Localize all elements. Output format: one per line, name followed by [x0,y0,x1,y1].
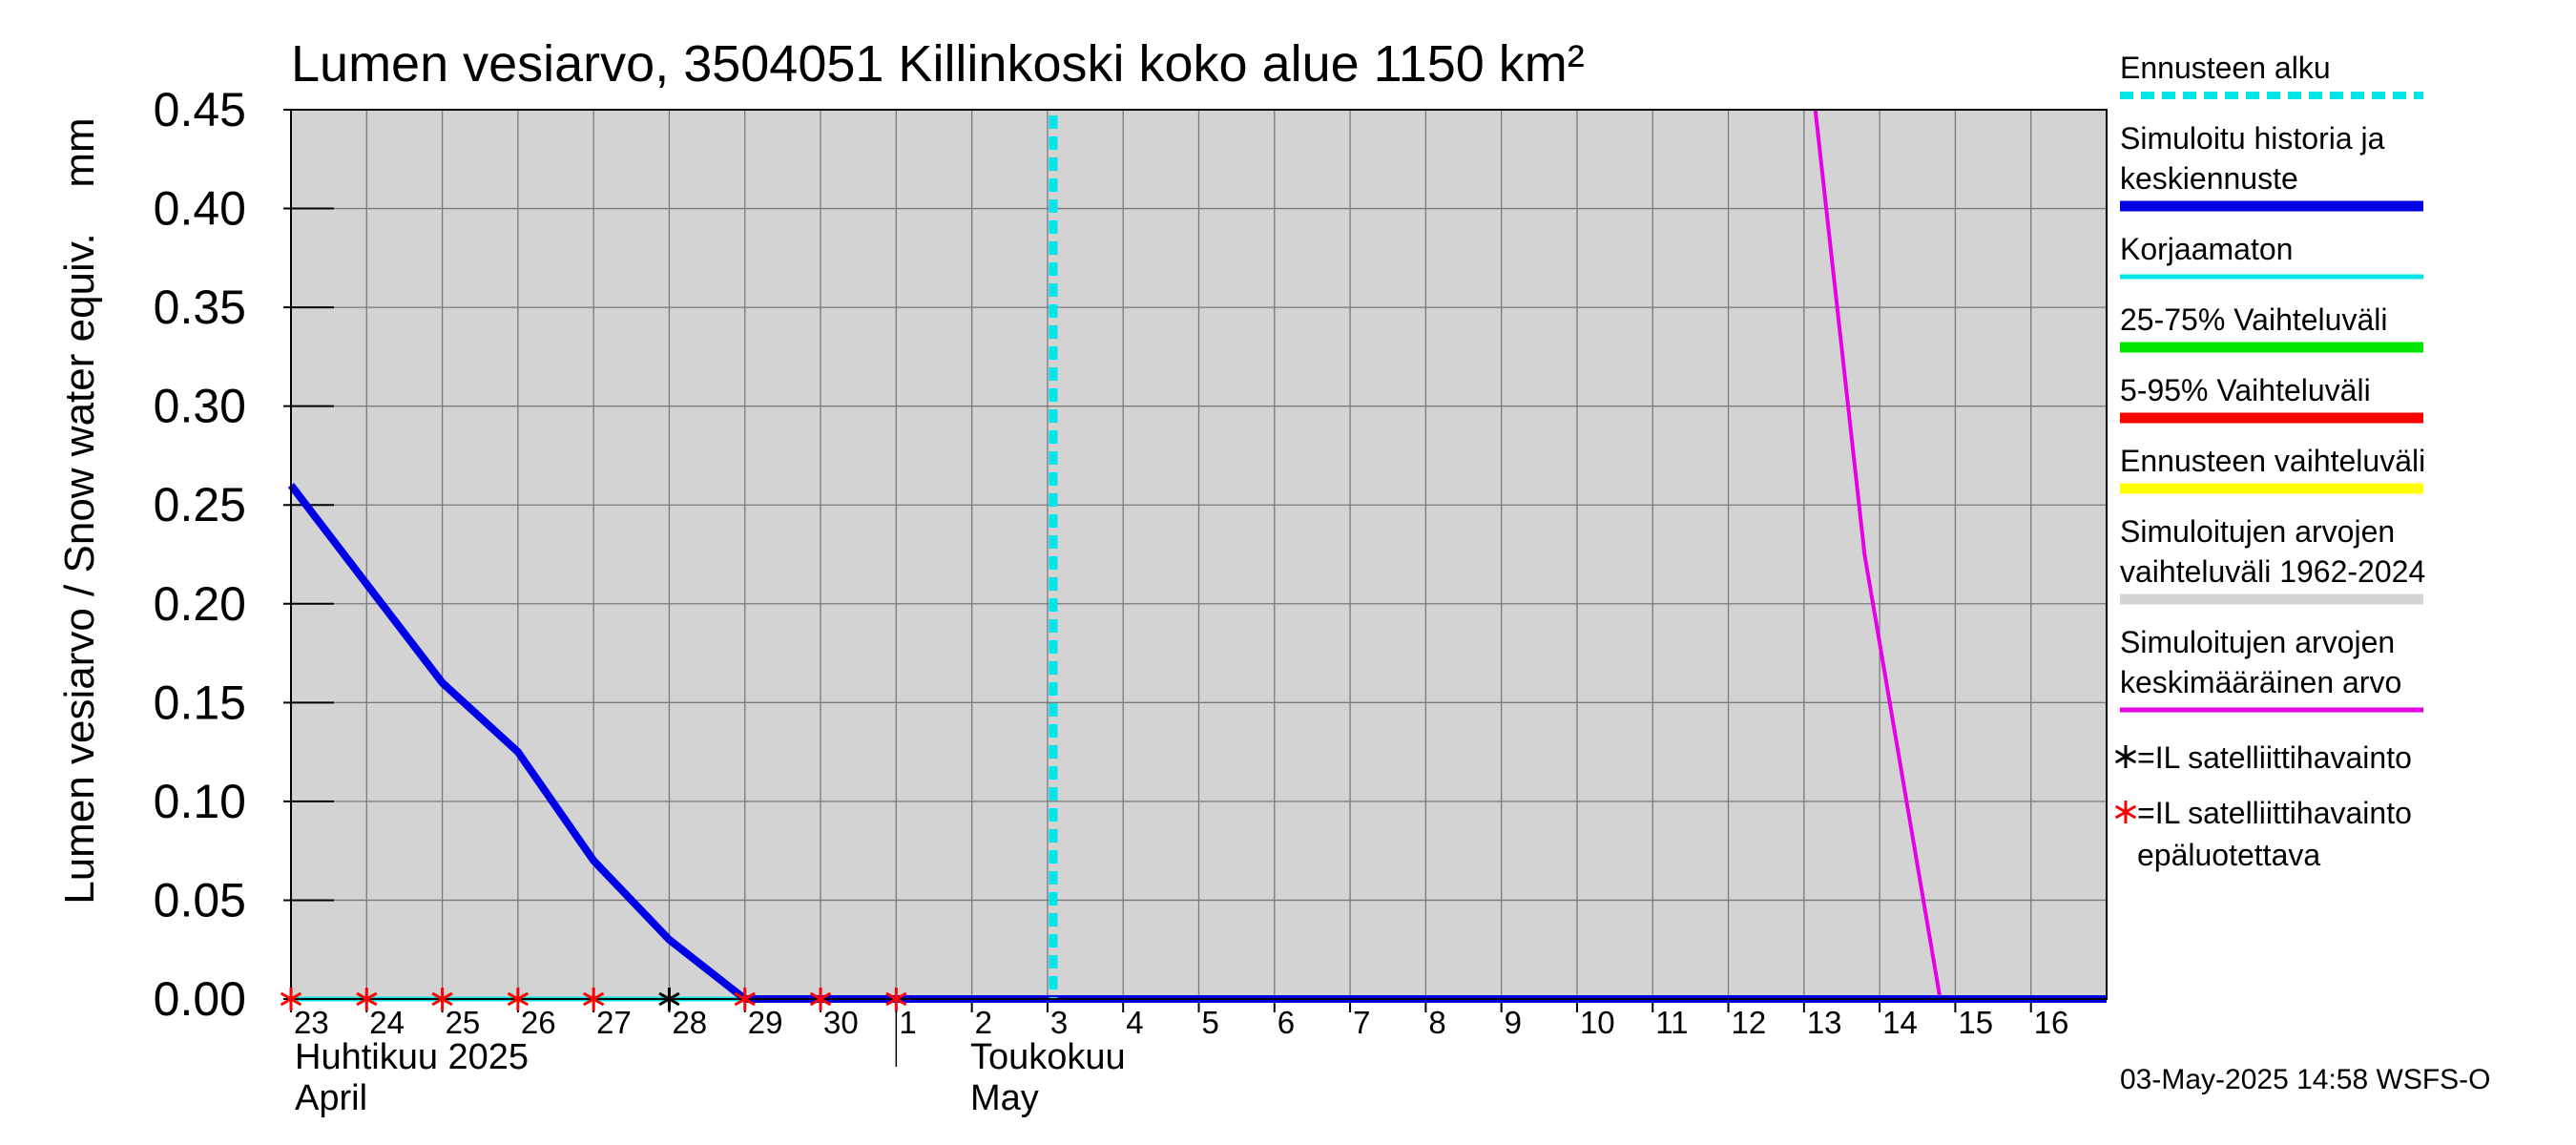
legend-item-label: Simuloitujen arvojen [2120,514,2395,549]
legend-marker-label: epäluotettava [2137,838,2320,872]
timestamp-footer: 03-May-2025 14:58 WSFS-O [2120,1064,2491,1095]
month-label-april-fi: Huhtikuu 2025 [295,1037,529,1077]
month-label-may-fi: Toukokuu [970,1037,1126,1077]
x-tick-label: 27 [596,1005,632,1040]
x-tick-label: 15 [1958,1005,1993,1040]
legend-marker-black-asterisk [2114,745,2137,768]
x-tick-label: 23 [294,1005,329,1040]
y-axis-unit: mm [56,117,103,187]
month-label-may-en: May [970,1078,1039,1118]
x-tick-label: 24 [369,1005,405,1040]
x-tick-label: 3 [1050,1005,1068,1040]
legend-item-label: keskiennuste [2120,161,2298,196]
x-tick-label: 13 [1807,1005,1842,1040]
x-tick-label: 10 [1580,1005,1615,1040]
x-tick-label: 1 [899,1005,916,1040]
x-tick-label: 16 [2034,1005,2069,1040]
y-axis-title: Lumen vesiarvo / Snow water equiv. [56,233,103,905]
x-tick-label: 4 [1126,1005,1143,1040]
plot-frame [290,109,2108,1000]
x-tick-label: 6 [1278,1005,1295,1040]
satellite-obs-unreliable-marker [809,988,832,1010]
legend-item-label: Ennusteen alku [2120,51,2331,85]
legend: Ennusteen alku Simuloitu historia ja keski… [2114,51,2425,872]
y-tick-label: 0.20 [154,577,246,631]
legend-item-label: Simuloitu historia ja [2120,121,2385,156]
satellite-obs-unreliable-marker [356,988,378,1010]
satellite-obs-unreliable-marker [583,988,605,1010]
x-tick-label: 2 [975,1005,992,1040]
legend-item-label: Ennusteen vaihteluväli [2120,444,2425,478]
legend-item-label: vaihteluväli 1962-2024 [2120,554,2425,589]
x-tick-label: 26 [521,1005,556,1040]
x-tick-label: 30 [823,1005,859,1040]
y-tick-label: 0.00 [154,972,246,1026]
legend-item-label: Korjaamaton [2120,232,2293,266]
legend-marker-red-asterisk [2114,801,2137,823]
y-tick-label: 0.15 [154,676,246,729]
y-tick-label: 0.35 [154,281,246,334]
x-tick-label: 5 [1202,1005,1219,1040]
y-tick-label: 0.40 [154,182,246,236]
satellite-obs-marker [658,988,680,1010]
legend-item-label: keskimääräinen arvo [2120,665,2401,699]
legend-marker-label: =IL satelliittihavainto [2137,796,2412,830]
y-tick-label: 0.25 [154,478,246,531]
legend-item-label: Simuloitujen arvojen [2120,625,2395,659]
month-label-april-en: April [295,1078,367,1118]
legend-item-label: 25-75% Vaihteluväli [2120,302,2387,337]
x-tick-label: 9 [1505,1005,1522,1040]
chart-title: Lumen vesiarvo, 3504051 Killinkoski koko… [291,35,1585,93]
legend-marker-label: =IL satelliittihavainto [2137,740,2412,775]
x-tick-label: 25 [446,1005,481,1040]
legend-item-label: 5-95% Vaihteluväli [2120,373,2371,407]
satellite-obs-unreliable-marker [734,988,756,1010]
x-tick-label: 14 [1882,1005,1918,1040]
y-tick-label: 0.45 [154,83,246,136]
satellite-obs-unreliable-marker [507,988,530,1010]
plot-area: 0.00 0.05 0.10 0.15 0.20 0.25 0.30 0.35 0.40 0.45… [154,83,2108,1118]
y-tick-label: 0.05 [154,873,246,926]
x-tick-label: 28 [672,1005,707,1040]
x-tick-label: 7 [1353,1005,1370,1040]
x-tick-label: 29 [748,1005,783,1040]
x-tick-label: 11 [1655,1005,1688,1040]
y-tick-label: 0.30 [154,380,246,433]
x-tick-label: 12 [1732,1005,1767,1040]
satellite-obs-unreliable-marker [885,988,907,1010]
satellite-obs-unreliable-marker [431,988,453,1010]
y-tick-label: 0.10 [154,775,246,828]
x-tick-label: 8 [1428,1005,1445,1040]
satellite-obs-unreliable-marker [280,988,302,1010]
